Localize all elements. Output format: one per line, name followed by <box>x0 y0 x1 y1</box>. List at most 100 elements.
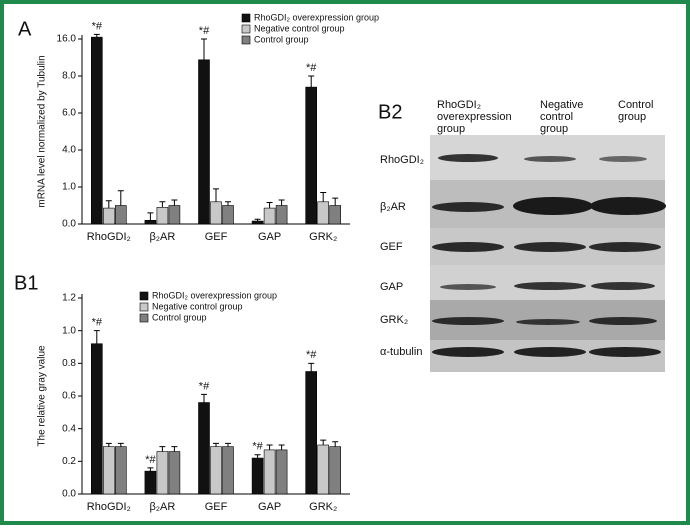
bar <box>317 444 330 495</box>
y-tick-label: 6.0 <box>62 108 76 119</box>
error-bar <box>320 439 327 445</box>
bar <box>115 205 127 225</box>
legend-label: Negative control group <box>254 23 345 33</box>
significance-marker: *# <box>306 62 317 74</box>
error-bar <box>320 192 327 202</box>
significance-marker: *# <box>252 441 263 453</box>
bar <box>91 343 103 495</box>
band <box>432 347 504 357</box>
band <box>432 317 504 325</box>
bar <box>251 457 264 495</box>
bar <box>144 220 157 225</box>
error-bar <box>266 202 273 209</box>
bar <box>317 201 330 225</box>
row-label: β₂AR <box>380 201 406 213</box>
significance-marker: *# <box>92 20 103 32</box>
error-bar <box>159 201 166 208</box>
x-tick-label: RhoGDI₂ <box>87 231 131 243</box>
band <box>589 347 661 357</box>
bar <box>263 449 276 495</box>
legend-swatch <box>241 24 251 34</box>
column-label: overexpression <box>437 111 512 123</box>
band <box>514 242 586 252</box>
legend-label: Negative control group <box>152 301 243 311</box>
band <box>599 156 647 162</box>
band <box>514 347 586 357</box>
y-tick-label: 1.2 <box>62 293 76 304</box>
x-tick-label: GEF <box>205 501 228 513</box>
panel-label: A <box>18 18 32 40</box>
column-label: group <box>618 111 646 123</box>
column-label: group <box>540 123 568 135</box>
legend-swatch <box>139 313 149 323</box>
x-tick-label: β₂AR <box>149 231 175 243</box>
bar <box>103 207 115 225</box>
bar <box>222 205 234 225</box>
y-axis-label: The relative gray value <box>37 345 48 447</box>
band <box>516 319 580 325</box>
bar <box>168 205 181 225</box>
error-bar <box>147 212 154 221</box>
bar <box>156 207 169 225</box>
x-tick-label: GRK₂ <box>309 501 337 513</box>
significance-marker: *# <box>92 317 103 329</box>
legend-swatch <box>241 35 251 45</box>
column-label: Negative <box>540 99 583 111</box>
bar <box>263 207 276 225</box>
y-tick-label: 0.8 <box>62 358 76 369</box>
x-tick-label: β₂AR <box>149 501 175 513</box>
column-label: RhoGDI₂ <box>437 99 481 111</box>
column-label: group <box>437 123 465 135</box>
bar <box>156 451 169 495</box>
bar <box>198 402 210 495</box>
error-bar <box>308 362 315 372</box>
y-tick-label: 0.4 <box>62 423 76 434</box>
y-tick-label: 8.0 <box>62 71 76 82</box>
bar <box>305 86 318 225</box>
error-bar <box>117 442 124 447</box>
y-tick-label: 16.0 <box>57 34 77 45</box>
error-bar <box>308 75 315 88</box>
band <box>513 197 593 215</box>
bar <box>115 446 127 495</box>
error-bar <box>105 442 112 447</box>
y-axis-label: mRNA level normalized by Tubulin <box>37 55 48 207</box>
error-bar <box>278 444 285 450</box>
error-bar <box>213 442 219 447</box>
y-tick-label: 0.0 <box>62 219 76 230</box>
bar <box>275 449 288 495</box>
bar <box>329 205 342 225</box>
row-label: GAP <box>380 281 403 293</box>
band <box>432 242 504 252</box>
error-bar <box>225 442 231 447</box>
y-tick-label: 0.6 <box>62 391 76 402</box>
error-bar <box>105 200 112 209</box>
bar <box>275 205 288 225</box>
column-label: control <box>540 111 573 123</box>
error-bar <box>147 467 154 472</box>
x-tick-label: GAP <box>258 501 281 513</box>
x-tick-label: GAP <box>258 231 281 243</box>
error-bar <box>266 444 273 450</box>
panel-label: B2 <box>378 101 402 123</box>
x-tick-label: GRK₂ <box>309 231 337 243</box>
bar <box>198 59 210 225</box>
x-tick-label: RhoGDI₂ <box>87 501 131 513</box>
bar <box>329 446 342 495</box>
band <box>432 202 504 212</box>
band <box>438 154 498 162</box>
error-bar <box>171 446 178 452</box>
row-label: GRK₂ <box>380 314 408 326</box>
legend-swatch <box>139 291 149 301</box>
band <box>590 197 666 215</box>
bar <box>103 446 115 495</box>
legend-label: RhoGDI₂ overexpression group <box>152 290 277 300</box>
bar <box>305 371 318 495</box>
significance-marker: *# <box>199 380 210 392</box>
error-bar <box>332 197 339 206</box>
error-bar <box>159 446 166 452</box>
error-bar <box>254 454 261 459</box>
row-label: RhoGDI₂ <box>380 154 424 166</box>
legend-swatch <box>139 302 149 312</box>
legend-label: Control group <box>152 312 207 322</box>
